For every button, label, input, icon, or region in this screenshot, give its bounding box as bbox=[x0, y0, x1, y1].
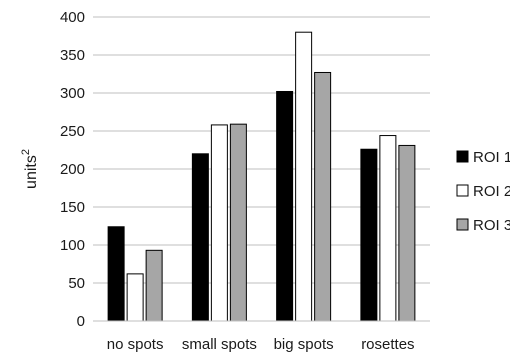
y-tick-label: 400 bbox=[60, 9, 85, 26]
bar-roi-3-big-spots bbox=[314, 71, 332, 322]
x-tick-label: no spots bbox=[107, 336, 164, 353]
y-axis-title-superscript: 2 bbox=[20, 149, 32, 155]
legend-swatch bbox=[456, 150, 469, 163]
y-tick-label: 50 bbox=[68, 275, 85, 292]
legend-swatch bbox=[456, 184, 469, 197]
legend-swatch bbox=[456, 218, 469, 231]
bar-roi-1-no-spots bbox=[107, 226, 125, 322]
bar-roi-1-rosettes bbox=[360, 148, 378, 322]
bar-roi-1-small-spots bbox=[191, 153, 209, 322]
legend-label: ROI 2 bbox=[473, 183, 510, 200]
y-tick-label: 250 bbox=[60, 123, 85, 140]
y-tick-label: 0 bbox=[77, 313, 85, 330]
y-tick-label: 100 bbox=[60, 237, 85, 254]
bars bbox=[107, 31, 416, 322]
bar-roi-2-small-spots bbox=[210, 124, 228, 322]
y-tick-label: 150 bbox=[60, 199, 85, 216]
y-axis-title-text: units bbox=[23, 155, 40, 189]
x-tick-label: big spots bbox=[274, 336, 334, 353]
y-tick-label: 350 bbox=[60, 47, 85, 64]
bar-roi-1-big-spots bbox=[276, 90, 294, 322]
bar-roi-3-no-spots bbox=[145, 249, 163, 322]
x-tick-label: rosettes bbox=[361, 336, 414, 353]
bar-roi-2-big-spots bbox=[295, 31, 313, 322]
axes: 0 50 100 150 200 250 300 350 400 no spots small sp… bbox=[60, 9, 430, 353]
bar-roi-2-rosettes bbox=[379, 135, 397, 322]
gridlines bbox=[93, 16, 430, 284]
y-tick-label: 300 bbox=[60, 85, 85, 102]
bar-roi-2-no-spots bbox=[126, 273, 144, 322]
bar-roi-3-small-spots bbox=[229, 123, 247, 322]
legend-label: ROI 3 bbox=[473, 217, 510, 234]
x-tick-label: small spots bbox=[182, 336, 257, 353]
bar-roi-3-rosettes bbox=[398, 144, 416, 322]
legend-label: ROI 1 bbox=[473, 149, 510, 166]
y-tick-label: 200 bbox=[60, 161, 85, 178]
y-axis-title: units2 bbox=[20, 149, 40, 189]
legend: ROI 1 ROI 2 ROI 3 bbox=[456, 149, 510, 234]
